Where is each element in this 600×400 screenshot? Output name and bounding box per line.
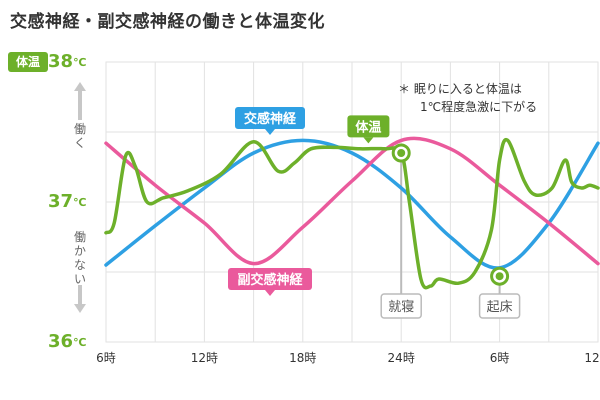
sympathetic-label-bg [235,107,305,129]
arrow-up-icon [74,82,86,91]
x-tick-label: 6時 [490,351,510,365]
sympathetic-line [104,138,600,270]
page-title: 交感神経・副交感神経の働きと体温変化 [10,12,325,32]
parasympathetic-line [104,136,600,266]
marker-point-center [495,272,504,281]
x-tick-label: 6時 [96,351,116,365]
temperature-label-pointer [363,137,374,144]
note-line-1: ＊ 眠りに入ると体温は [398,82,522,96]
x-tick-label: 18時 [289,351,316,365]
marker-tag [380,293,422,319]
inactive-label: 働かない [73,230,86,286]
sleep-note: ＊ 眠りに入ると体温は 1℃程度急激に下がる [398,80,537,116]
arrow-down-shaft [78,285,82,305]
marker-point-center [397,149,406,157]
y-label-36: 36℃ [48,331,87,352]
parasympathetic-label-bg [228,268,312,290]
x-tick-label: 24時 [388,351,415,365]
x-tick-label: 12時 [584,351,600,365]
active-label: 働く [73,122,86,150]
marker-tag [478,293,521,319]
x-tick-label: 12時 [191,351,218,365]
y-label-38: 38℃ [48,51,87,72]
y-label-37: 37℃ [48,191,87,212]
parasympathetic-label-pointer [265,290,275,296]
arrow-up-shaft [78,90,82,120]
sympathetic-label: 交感神経 [244,111,297,127]
temperature-line [104,137,600,290]
temperature-badge: 体温 [8,52,48,72]
temperature-label: 体温 [355,119,381,135]
parasympathetic-label: 副交感神経 [237,272,303,288]
marker-tag-label: 起床 [487,300,513,315]
sympathetic-label-pointer [265,129,275,135]
temperature-label-bg [347,115,390,138]
arrow-down-icon [74,304,86,313]
note-line-2: 1℃程度急激に下がる [420,100,538,114]
marker-tag-label: 就寝 [388,299,414,315]
